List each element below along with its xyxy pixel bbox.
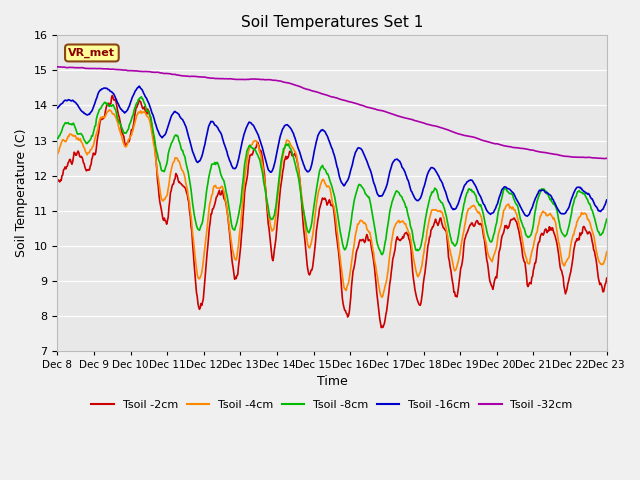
Legend: Tsoil -2cm, Tsoil -4cm, Tsoil -8cm, Tsoil -16cm, Tsoil -32cm: Tsoil -2cm, Tsoil -4cm, Tsoil -8cm, Tsoi… [87,396,577,415]
Title: Soil Temperatures Set 1: Soil Temperatures Set 1 [241,15,423,30]
Y-axis label: Soil Temperature (C): Soil Temperature (C) [15,129,28,257]
X-axis label: Time: Time [317,375,348,388]
Text: VR_met: VR_met [68,48,115,58]
